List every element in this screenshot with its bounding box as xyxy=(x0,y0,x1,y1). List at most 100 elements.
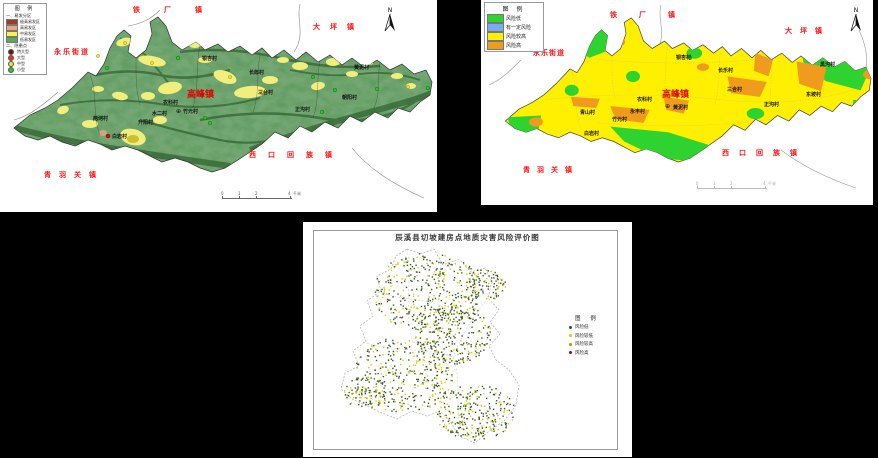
scale-label: 0 xyxy=(221,191,224,196)
legend-item: 低易发区 xyxy=(6,37,44,43)
scale-unit: 千米 xyxy=(768,181,776,186)
town-label-main: 高峰镇 xyxy=(187,90,215,100)
legend-label: 小型 xyxy=(17,67,25,72)
point-swatch xyxy=(8,61,14,67)
village-label: 长乐村 xyxy=(718,68,734,74)
risk-swatch xyxy=(487,41,504,50)
village-label: 农科村 xyxy=(637,97,653,103)
scale-tick xyxy=(239,196,240,199)
legend-label: 风险高 xyxy=(575,350,589,356)
point-swatch xyxy=(8,55,14,61)
legend-title: 图 例 xyxy=(502,6,526,13)
scale-label: 1 xyxy=(713,181,716,186)
hazard-point-dots xyxy=(96,41,431,139)
zone-swatch xyxy=(6,37,18,43)
legend-item: 中易发区 xyxy=(6,31,44,37)
legend-label: 风险较高 xyxy=(575,342,593,348)
legend-title: 图 例 xyxy=(575,316,600,322)
village-label: 升阳村 xyxy=(138,120,154,126)
village-label: 黄泥村 xyxy=(673,105,689,111)
risk-dot-swatch xyxy=(569,342,572,346)
town-label: 永乐街道 xyxy=(54,48,90,56)
legend-item: 风险低 xyxy=(567,323,629,332)
north-arrow: N xyxy=(848,5,864,35)
context-boundary-lines xyxy=(13,3,425,199)
dark-yellow-patch xyxy=(127,135,139,143)
legend-label: 风险高 xyxy=(506,43,522,49)
legend-label: 有一定风险 xyxy=(506,25,532,31)
town-label: 青羽关镇 xyxy=(523,166,579,174)
legend-item: 极高易发区 xyxy=(6,19,44,25)
legend-label: 中型 xyxy=(17,61,25,66)
scale-label: 0 xyxy=(696,181,699,186)
county-risk-mosaic xyxy=(504,17,872,163)
county-outline xyxy=(340,248,520,444)
village-label: 银杏村 xyxy=(676,55,692,61)
north-arrow-left-half xyxy=(384,13,391,32)
risk-dot-swatch xyxy=(569,334,572,338)
right-risk-map-panel: 图 例 风险低 有一定风险 风险较高 风险高 铁厂镇 大坪镇 永乐街道 高峰镇 … xyxy=(481,0,873,205)
building-point-dots xyxy=(344,253,515,441)
legend-item: 风险高 xyxy=(487,41,541,50)
left-susceptibility-map-panel: 图 例 一、易发分区 极高易发区 高易发区 中易发区 低易发区 二、隐患点 特大… xyxy=(0,0,437,212)
north-arrow: N xyxy=(382,5,398,35)
legend-label: 风险低 xyxy=(506,16,522,22)
scale-bar: 0 1 2 4 千米 xyxy=(221,191,302,202)
zone-swatch xyxy=(6,19,18,25)
village-label: 黑沟村 xyxy=(820,62,836,68)
scale-tick xyxy=(256,196,257,199)
town-label: 西口回族镇 xyxy=(722,149,807,157)
bottom-map-legend: 图 例 风险低 风险较低 风险较高 风险高 xyxy=(567,316,629,357)
point-swatch xyxy=(8,49,14,55)
town-label-main: 高峰镇 xyxy=(662,90,690,100)
scale-tick xyxy=(731,186,732,189)
legend-item: 风险高 xyxy=(567,349,629,358)
township-boundaries xyxy=(362,248,489,433)
town-label: 永乐街道 xyxy=(533,49,565,57)
legend-item: 有一定风险 xyxy=(487,23,541,32)
legend-label: 特大型 xyxy=(17,49,29,54)
legend-label: 极高易发区 xyxy=(20,19,40,24)
north-arrow-left-half xyxy=(850,13,857,32)
map-frame xyxy=(313,230,618,450)
right-map-legend: 图 例 风险低 有一定风险 风险较高 风险高 xyxy=(484,2,544,52)
village-label: 竹元村 xyxy=(183,109,199,115)
legend-item: 中型 xyxy=(6,61,44,67)
terrain-texture xyxy=(14,17,432,172)
village-label: 正沟村 xyxy=(764,102,780,108)
legend-item: 特大型 xyxy=(6,49,44,55)
legend-item: 风险较高 xyxy=(487,32,541,41)
bottom-map-graphic xyxy=(340,248,520,444)
risk-swatch xyxy=(487,14,504,23)
village-label: 朝阳村 xyxy=(342,95,358,101)
scale-tick xyxy=(222,196,223,199)
village-label: 水二村 xyxy=(152,111,168,117)
town-seat-symbol: ⊕ xyxy=(176,108,182,115)
legend-label: 大型 xyxy=(17,55,25,60)
legend-item: 高易发区 xyxy=(6,25,44,31)
scale-label: 4 xyxy=(763,181,766,186)
risk-swatch xyxy=(487,32,504,41)
scale-label: 2 xyxy=(255,191,258,196)
risk-dot-swatch xyxy=(569,351,572,355)
scale-line xyxy=(222,198,292,199)
scale-tick xyxy=(697,186,698,189)
village-label: 三合村 xyxy=(727,87,743,93)
legend-section-points: 二、隐患点 xyxy=(6,43,27,48)
village-label: 正沟村 xyxy=(295,107,311,113)
left-map-legend: 图 例 一、易发分区 极高易发区 高易发区 中易发区 低易发区 二、隐患点 特大… xyxy=(3,3,47,75)
village-label: 永丰村 xyxy=(630,109,646,115)
north-label: N xyxy=(388,7,393,14)
risk-swatch xyxy=(487,23,504,32)
legend-label: 中易发区 xyxy=(20,31,36,36)
scale-tick xyxy=(714,186,715,189)
scale-label: 4 xyxy=(288,191,291,196)
village-label: 农科村 xyxy=(163,100,179,106)
village-label: 东坡村 xyxy=(806,92,822,98)
legend-item: 小型 xyxy=(6,67,44,73)
legend-item: 大型 xyxy=(6,55,44,61)
legend-label: 低易发区 xyxy=(20,37,36,42)
town-label: 铁厂镇 xyxy=(133,6,226,14)
right-map-graphic xyxy=(488,4,872,189)
high-risk-patches xyxy=(528,37,871,127)
